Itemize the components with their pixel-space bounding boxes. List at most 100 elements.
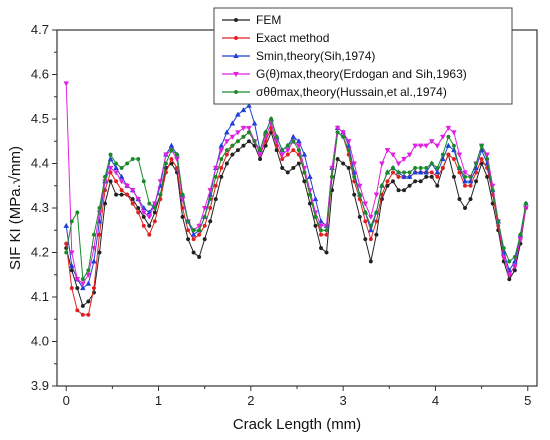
data-point bbox=[451, 130, 457, 136]
data-point bbox=[368, 223, 373, 228]
data-point bbox=[146, 214, 153, 221]
data-point bbox=[363, 237, 368, 242]
data-point bbox=[318, 232, 324, 237]
data-point bbox=[412, 169, 418, 175]
y-tick-label: 3.9 bbox=[31, 378, 49, 393]
legend-item: Smin,theory(Sih,1974) bbox=[222, 49, 375, 63]
data-point bbox=[474, 179, 479, 184]
data-point bbox=[356, 183, 363, 189]
data-point bbox=[235, 130, 241, 136]
data-point bbox=[445, 125, 452, 132]
data-point bbox=[507, 259, 512, 264]
data-point bbox=[374, 219, 379, 224]
data-point bbox=[102, 174, 108, 179]
data-point bbox=[324, 232, 329, 237]
data-point bbox=[440, 134, 446, 140]
data-point bbox=[140, 210, 147, 216]
series-group bbox=[63, 81, 529, 317]
data-point bbox=[186, 219, 191, 224]
y-axis-title: SIF KI (MPa.√mm) bbox=[7, 146, 24, 270]
data-point bbox=[413, 165, 418, 170]
x-tick-label: 4 bbox=[432, 393, 439, 408]
data-point bbox=[64, 250, 69, 255]
data-point bbox=[63, 222, 70, 228]
data-point bbox=[418, 165, 423, 170]
data-point bbox=[395, 161, 402, 167]
data-point bbox=[114, 179, 119, 184]
data-point bbox=[136, 205, 141, 211]
legend-item: G(θ)max,theory(Erdogan and Sih,1963) bbox=[222, 67, 467, 81]
data-point bbox=[235, 111, 241, 117]
data-point bbox=[512, 254, 517, 260]
data-point bbox=[202, 214, 207, 219]
data-point bbox=[213, 174, 218, 179]
data-point bbox=[296, 148, 301, 153]
data-point bbox=[269, 116, 274, 122]
data-point bbox=[118, 179, 125, 185]
data-point bbox=[428, 139, 435, 145]
x-axis-title: Crack Length (mm) bbox=[233, 416, 361, 433]
data-point bbox=[318, 246, 324, 251]
data-point bbox=[125, 161, 130, 166]
data-point bbox=[440, 165, 445, 170]
data-point bbox=[280, 165, 285, 170]
data-point bbox=[80, 281, 86, 287]
data-point bbox=[468, 197, 473, 202]
data-point bbox=[152, 219, 157, 224]
data-point bbox=[335, 130, 340, 135]
data-point bbox=[523, 201, 528, 206]
data-point bbox=[118, 173, 125, 179]
data-point bbox=[241, 143, 246, 148]
data-point bbox=[91, 246, 97, 252]
data-point bbox=[80, 277, 85, 282]
data-point bbox=[479, 143, 484, 148]
data-point bbox=[169, 157, 174, 162]
data-point bbox=[312, 195, 319, 202]
data-point bbox=[280, 157, 285, 162]
data-point bbox=[279, 152, 286, 158]
data-point bbox=[462, 170, 468, 176]
legend-marker bbox=[233, 89, 239, 95]
data-point bbox=[302, 179, 307, 184]
data-point bbox=[407, 170, 412, 175]
data-point bbox=[91, 286, 96, 291]
data-point bbox=[119, 192, 124, 197]
data-point bbox=[197, 254, 202, 260]
data-point bbox=[258, 148, 263, 153]
data-point bbox=[85, 272, 92, 278]
data-point bbox=[135, 197, 142, 203]
data-point bbox=[219, 165, 224, 170]
data-point bbox=[385, 170, 390, 175]
data-point bbox=[240, 106, 247, 113]
data-point bbox=[224, 152, 229, 157]
data-point bbox=[474, 161, 479, 166]
data-point bbox=[91, 232, 96, 237]
data-point bbox=[352, 174, 357, 179]
data-point bbox=[80, 303, 85, 308]
data-point bbox=[424, 174, 429, 179]
y-tick-label: 4.6 bbox=[31, 67, 49, 82]
data-point bbox=[462, 205, 468, 211]
data-point bbox=[224, 148, 229, 153]
legend-label: Smin,theory(Sih,1974) bbox=[256, 49, 375, 63]
data-point bbox=[263, 130, 268, 135]
legend-label: σθθmax,theory(Hussain,et al.,1974) bbox=[256, 85, 447, 99]
data-point bbox=[246, 139, 252, 144]
data-point bbox=[219, 157, 224, 162]
legend-marker bbox=[233, 52, 239, 59]
data-point bbox=[74, 277, 81, 283]
data-point bbox=[296, 138, 302, 144]
data-point bbox=[396, 170, 401, 175]
data-point bbox=[457, 197, 462, 202]
data-point bbox=[251, 120, 258, 126]
data-point bbox=[69, 219, 74, 224]
data-point bbox=[341, 134, 346, 139]
data-point bbox=[284, 148, 291, 154]
data-point bbox=[191, 228, 196, 233]
data-point bbox=[229, 120, 236, 126]
data-point bbox=[457, 165, 462, 170]
data-point bbox=[147, 232, 152, 237]
y-tick-label: 4.7 bbox=[31, 22, 49, 37]
data-point bbox=[451, 143, 456, 148]
data-point bbox=[324, 250, 329, 255]
